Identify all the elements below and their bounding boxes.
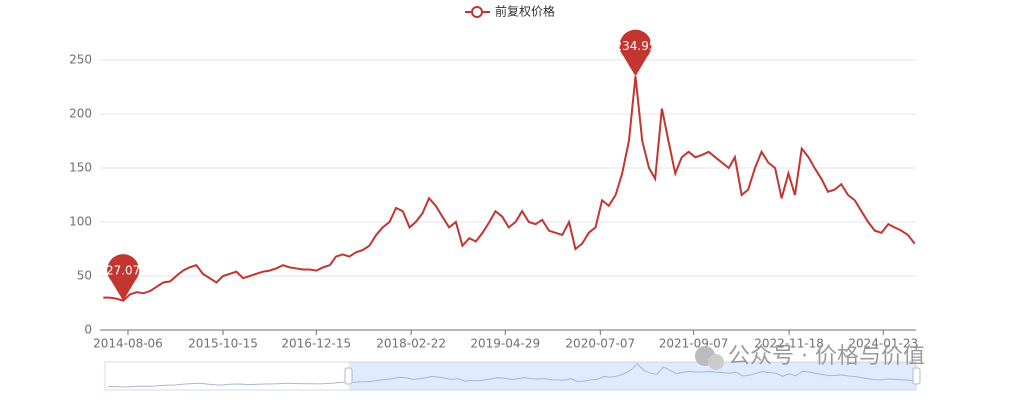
mark-pin bbox=[619, 29, 652, 77]
y-tick-label: 250 bbox=[69, 53, 92, 67]
x-tick-label: 2020-07-07 bbox=[565, 337, 635, 351]
y-tick-label: 200 bbox=[69, 107, 92, 121]
y-tick-label: 0 bbox=[84, 323, 92, 337]
x-tick-label: 2022-11-18 bbox=[754, 337, 824, 351]
x-tick-label: 2024-01-23 bbox=[848, 337, 918, 351]
x-tick-label: 2019-04-29 bbox=[470, 337, 540, 351]
x-tick-label: 2021-09-07 bbox=[659, 337, 729, 351]
watermark-text: 公众号 · 价格与价值 bbox=[728, 344, 925, 369]
mark-label: 27.07 bbox=[106, 263, 140, 277]
legend-label: 前复权价格 bbox=[495, 4, 555, 19]
legend[interactable]: 前复权价格 bbox=[465, 4, 555, 19]
x-tick-label: 2015-10-15 bbox=[188, 337, 258, 351]
y-tick-label: 50 bbox=[77, 269, 92, 283]
legend-symbol bbox=[471, 6, 483, 18]
data-zoom[interactable] bbox=[104, 361, 921, 391]
mark-pin bbox=[107, 254, 140, 301]
x-tick-label: 2016-12-15 bbox=[281, 337, 351, 351]
line-series bbox=[103, 76, 916, 302]
x-tick-label: 2018-02-22 bbox=[376, 337, 446, 351]
y-tick-label: 100 bbox=[69, 215, 92, 229]
zoom-handle[interactable] bbox=[344, 367, 353, 385]
y-tick-label: 150 bbox=[69, 161, 92, 175]
watermark-icon bbox=[708, 354, 724, 370]
zoom-selection bbox=[349, 362, 916, 390]
watermark: 公众号 · 价格与价值 bbox=[695, 344, 925, 370]
x-tick-label: 2014-08-06 bbox=[93, 337, 163, 351]
zoom-preview bbox=[108, 362, 915, 388]
mark-label: 234.95 bbox=[614, 39, 656, 53]
zoom-handle[interactable] bbox=[912, 367, 921, 385]
